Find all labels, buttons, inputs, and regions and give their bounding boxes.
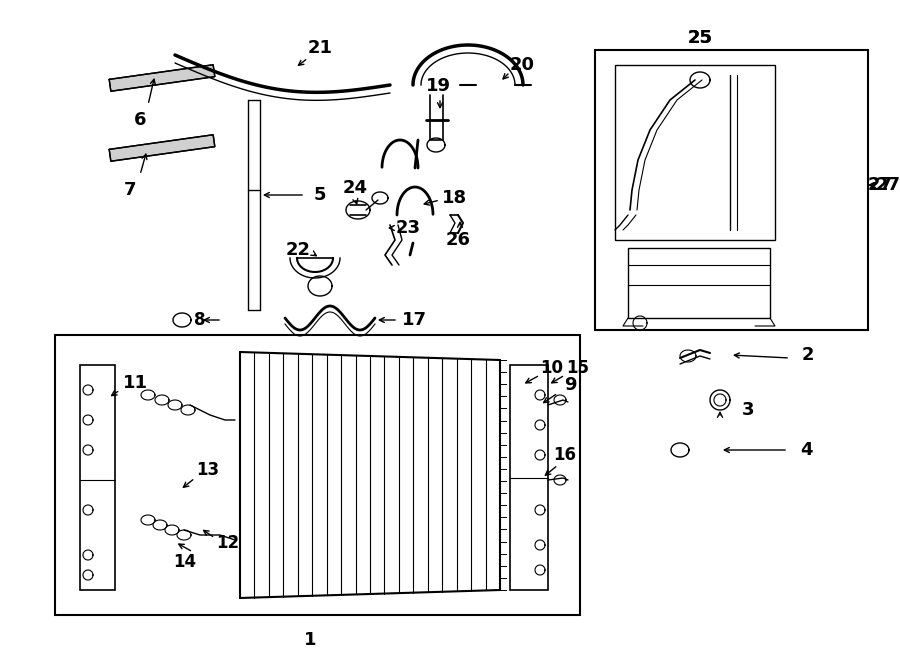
Bar [615, 65, 775, 240]
Text: 16: 16 [554, 446, 577, 464]
Polygon shape [109, 135, 215, 161]
Text: 27: 27 [868, 176, 893, 194]
Text: 20: 20 [509, 56, 535, 74]
Text: 19: 19 [426, 77, 451, 95]
Text: 7: 7 [124, 181, 136, 199]
Bar [628, 248, 770, 318]
Text: 27: 27 [876, 176, 900, 194]
Bar [55, 335, 580, 615]
Text: 3: 3 [742, 401, 754, 419]
Text: 25: 25 [688, 29, 713, 47]
Bar [595, 50, 868, 330]
Text: 5: 5 [314, 186, 326, 204]
Bar [510, 365, 548, 590]
Text: 17: 17 [401, 311, 427, 329]
Text: 13: 13 [196, 461, 220, 479]
Text: 8: 8 [194, 311, 206, 329]
Text: 24: 24 [343, 179, 367, 197]
Text: 15: 15 [566, 359, 590, 377]
Text: 12: 12 [216, 534, 239, 552]
Text: 1: 1 [304, 631, 316, 649]
Text: 26: 26 [446, 231, 471, 249]
Polygon shape [109, 65, 215, 91]
Text: 2: 2 [802, 346, 814, 364]
Text: 11: 11 [122, 374, 148, 392]
Text: 21: 21 [308, 39, 332, 57]
Text: 4: 4 [800, 441, 812, 459]
Text: 10: 10 [541, 359, 563, 377]
Text: 25: 25 [688, 29, 713, 47]
Text: 6: 6 [134, 111, 146, 129]
Text: 14: 14 [174, 553, 196, 571]
Bar [80, 365, 115, 590]
Text: 9: 9 [563, 376, 576, 394]
Text: 18: 18 [443, 189, 468, 207]
Text: 23: 23 [395, 219, 420, 237]
Text: 22: 22 [285, 241, 310, 259]
